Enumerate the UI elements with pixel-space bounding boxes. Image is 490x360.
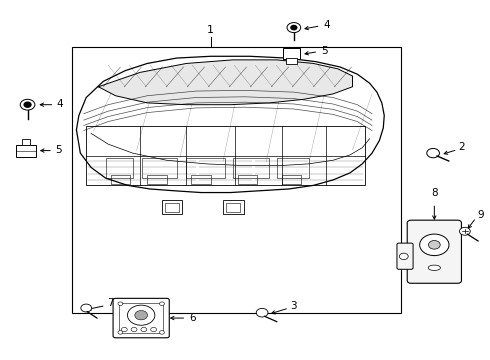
Circle shape bbox=[131, 327, 137, 332]
Bar bbox=[143, 158, 176, 178]
Bar bbox=[120, 303, 163, 333]
Circle shape bbox=[428, 240, 440, 249]
Bar bbox=[106, 158, 133, 178]
Circle shape bbox=[118, 330, 123, 334]
Circle shape bbox=[141, 327, 147, 332]
Circle shape bbox=[159, 302, 164, 306]
Bar bbox=[162, 201, 182, 214]
Text: 3: 3 bbox=[291, 301, 297, 311]
Circle shape bbox=[118, 302, 123, 306]
Bar bbox=[111, 175, 130, 184]
Bar bbox=[16, 145, 36, 157]
Text: 2: 2 bbox=[459, 141, 465, 152]
Bar bbox=[147, 175, 167, 184]
Bar bbox=[22, 139, 30, 145]
Bar bbox=[186, 158, 225, 178]
Text: 9: 9 bbox=[477, 210, 484, 220]
FancyBboxPatch shape bbox=[113, 298, 169, 338]
Bar bbox=[238, 175, 257, 184]
Bar bbox=[282, 175, 301, 184]
Text: 6: 6 bbox=[189, 313, 196, 323]
Text: 7: 7 bbox=[107, 298, 113, 308]
FancyBboxPatch shape bbox=[397, 243, 413, 269]
Bar bbox=[191, 175, 211, 184]
Text: 5: 5 bbox=[321, 46, 327, 56]
Text: 5: 5 bbox=[55, 145, 62, 155]
Circle shape bbox=[427, 148, 440, 158]
Circle shape bbox=[287, 23, 301, 33]
Polygon shape bbox=[98, 60, 352, 105]
Circle shape bbox=[256, 309, 268, 317]
Bar bbox=[283, 48, 300, 59]
Text: 8: 8 bbox=[431, 188, 438, 198]
Circle shape bbox=[122, 327, 127, 332]
Circle shape bbox=[127, 305, 155, 325]
Circle shape bbox=[24, 102, 31, 107]
Text: 1: 1 bbox=[207, 25, 214, 35]
Bar bbox=[286, 58, 297, 64]
Text: 4: 4 bbox=[57, 99, 64, 109]
Circle shape bbox=[81, 304, 92, 312]
Circle shape bbox=[291, 26, 297, 30]
Bar bbox=[277, 158, 309, 178]
Circle shape bbox=[159, 330, 164, 334]
Ellipse shape bbox=[428, 265, 441, 270]
Bar bbox=[86, 126, 365, 185]
Text: 4: 4 bbox=[323, 20, 330, 30]
Bar bbox=[233, 158, 270, 178]
Circle shape bbox=[460, 227, 470, 235]
Circle shape bbox=[20, 99, 35, 110]
Circle shape bbox=[135, 311, 147, 320]
FancyBboxPatch shape bbox=[407, 220, 462, 283]
Bar bbox=[223, 201, 244, 214]
Circle shape bbox=[151, 327, 157, 332]
Bar bbox=[72, 47, 401, 313]
Bar bbox=[226, 203, 240, 212]
Circle shape bbox=[419, 234, 449, 256]
Bar bbox=[165, 203, 179, 212]
Circle shape bbox=[399, 253, 408, 260]
